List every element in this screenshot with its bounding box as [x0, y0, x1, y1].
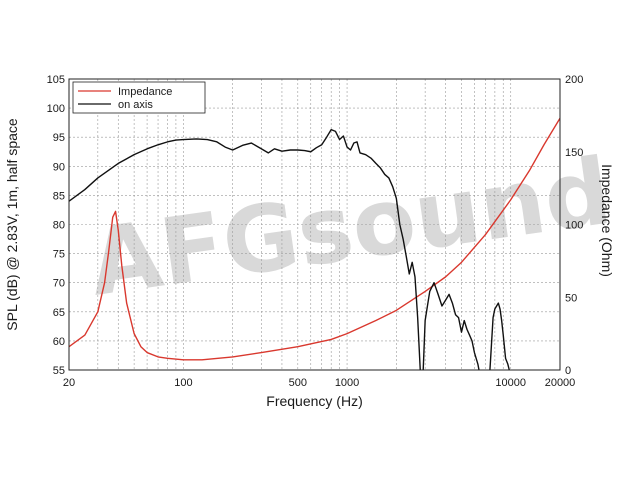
legend: Impedance on axis	[72, 81, 206, 114]
x-tick-label: 20000	[545, 377, 576, 389]
y-tick-label: 65	[53, 307, 65, 319]
legend-label-on-axis: on axis	[118, 99, 153, 111]
x-tick-label: 20	[63, 377, 75, 389]
y-tick-label: 60	[53, 336, 65, 348]
y-axis-title: SPL (dB) @ 2.83V, 1m, half space	[4, 118, 20, 331]
y-tick-label: 80	[53, 220, 65, 232]
series-line-impedance	[69, 117, 560, 361]
y-right-tick-label: 50	[565, 292, 577, 304]
plot-frame	[68, 78, 561, 371]
y-tick-label: 55	[53, 365, 65, 377]
y-right-tick-label: 0	[565, 365, 571, 377]
x-tick-label: 10000	[495, 377, 526, 389]
y-right-tick-label: 200	[565, 74, 583, 86]
y-tick-label: 70	[53, 278, 65, 290]
grid-lines	[69, 79, 560, 370]
legend-box	[72, 81, 206, 114]
x-tick-label: 1000	[335, 377, 359, 389]
y-tick-label: 75	[53, 249, 65, 261]
legend-label-impedance: Impedance	[118, 86, 172, 98]
y-tick-label: 90	[53, 161, 65, 173]
x-tick-label: 500	[289, 377, 307, 389]
y-tick-label: 105	[47, 74, 65, 86]
y-tick-label: 100	[47, 103, 65, 115]
y-tick-label: 95	[53, 132, 65, 144]
y-right-tick-label: 150	[565, 147, 583, 159]
series-line-on-axis	[69, 128, 511, 370]
y-tick-label: 85	[53, 190, 65, 202]
series-lines	[69, 117, 560, 370]
x-axis-title: Frequency (Hz)	[266, 393, 362, 409]
y-right-axis-title: Impedance (Ohm)	[599, 164, 615, 277]
x-tick-label: 100	[174, 377, 192, 389]
watermark-logo: AFGsound	[83, 138, 617, 317]
y-right-tick-label: 100	[565, 220, 583, 232]
tick-labels: 20 100 500 1000 10000 20000556065707580859095…	[47, 74, 584, 389]
